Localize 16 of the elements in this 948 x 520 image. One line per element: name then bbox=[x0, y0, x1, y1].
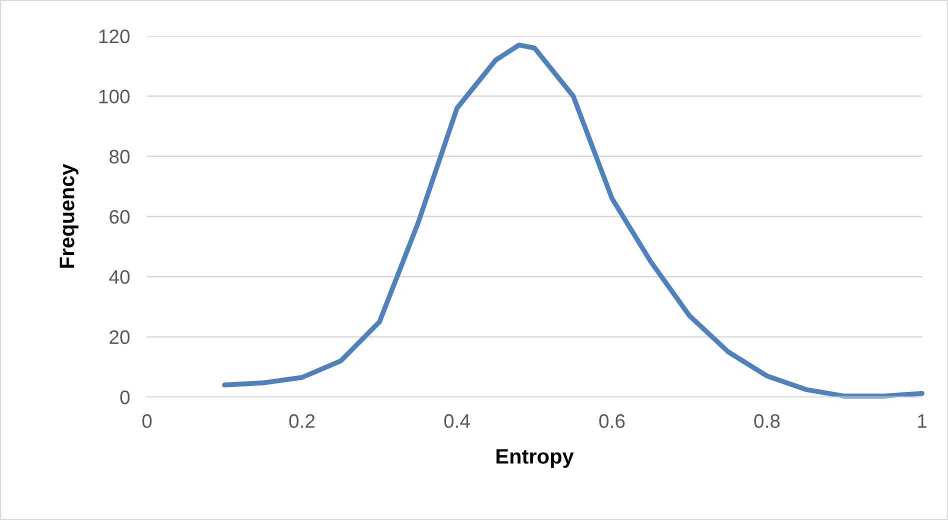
x-tick-label: 1 bbox=[918, 414, 926, 428]
x-tick-label: 0.8 bbox=[754, 414, 780, 428]
y-tick-label: 80 bbox=[110, 150, 130, 164]
x-tick-label: 0.4 bbox=[444, 414, 470, 428]
x-tick-label: 0.2 bbox=[289, 414, 315, 428]
x-axis-title: Entropy bbox=[496, 449, 574, 468]
y-tick-label: 20 bbox=[110, 330, 130, 344]
y-tick-label: 120 bbox=[99, 29, 130, 44]
y-tick-label: 0 bbox=[120, 390, 130, 404]
y-axis-title: Frequency bbox=[60, 164, 78, 268]
y-tick-label: 60 bbox=[110, 210, 130, 224]
line-series bbox=[222, 42, 924, 399]
y-tick-label: 40 bbox=[109, 270, 130, 284]
y-tick-label: 100 bbox=[99, 90, 130, 104]
x-tick-label: 0 bbox=[142, 414, 152, 428]
x-tick-label: 0.6 bbox=[599, 414, 625, 428]
